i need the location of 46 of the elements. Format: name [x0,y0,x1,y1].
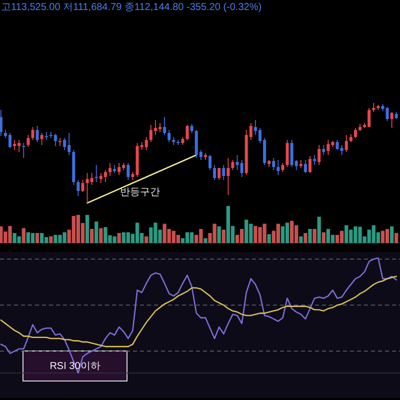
candlestick [63,138,66,150]
candlestick [22,142,26,158]
candlestick [272,158,276,170]
candlestick [58,138,62,146]
candlestick [13,140,16,150]
candlestick [308,156,312,174]
candlestick [168,130,171,142]
candlestick [90,172,94,186]
candlestick [390,112,394,128]
candlestick [240,160,244,178]
candlestick [163,116,166,136]
candlestick [226,158,230,196]
candlestick [326,140,330,156]
candlestick [318,144,321,166]
candlestick [44,132,48,140]
candlestick [36,126,39,142]
candlestick [213,164,216,180]
candlestick [231,160,234,170]
candlestick [108,162,112,176]
candlestick [304,160,307,174]
candlestick [76,180,80,196]
candlestick [126,162,130,180]
candlestick [104,170,107,182]
candlestick [186,124,189,140]
candlestick [340,144,344,156]
candlestick [40,132,44,146]
candlestick [386,106,389,122]
candlestick [208,154,212,170]
candlestick [81,180,84,192]
candlestick [94,164,98,182]
candlestick [218,168,221,180]
candlestick [0,110,2,136]
annotation: 반등구간 [120,187,160,198]
candlestick [322,144,326,156]
candlestick [26,134,30,148]
annotation: 고113,525.00 저111,684.79 종112,144.80 -355.20 (-0.32%) [1,2,262,13]
candlestick [144,136,148,150]
candlestick [354,128,357,138]
candlestick [286,140,289,168]
candlestick [31,126,34,140]
candlestick [118,162,121,176]
candlestick [54,134,57,146]
candlestick [313,154,316,166]
candlestick [344,134,348,152]
candlestick [276,160,280,176]
candlestick [222,164,226,180]
